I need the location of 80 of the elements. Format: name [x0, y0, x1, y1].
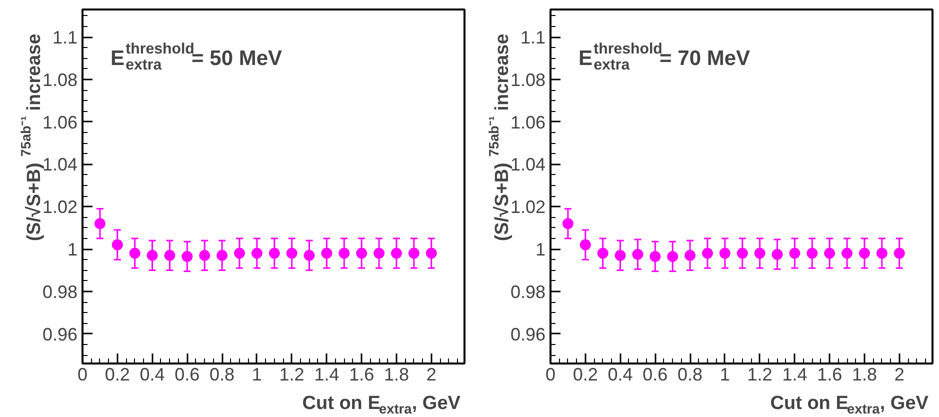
x-tick-label: 1 [252, 364, 262, 384]
point [390, 248, 402, 259]
x-tick-label: 1.4 [782, 364, 808, 384]
x-tick-label: 0 [77, 364, 88, 384]
point [356, 248, 368, 259]
point [719, 248, 730, 259]
y-tick-label: 1.02 [510, 197, 546, 218]
x-tick-label: 0 [545, 364, 556, 384]
x-tick-label: 0.2 [572, 364, 598, 384]
point [182, 250, 193, 262]
point [426, 248, 437, 259]
x-tick-label: 0.6 [642, 364, 668, 384]
y-axis-title: (S/√S+B)75ab⁻¹ increase [486, 34, 513, 242]
x-tick-label: 1.4 [314, 364, 340, 384]
point [597, 248, 608, 259]
y-tick-label: 0.96 [42, 324, 78, 344]
x-tick-label: 1.8 [384, 364, 409, 384]
x-tick-label: 1.8 [852, 364, 877, 384]
x-tick-label: 1.2 [747, 364, 772, 384]
x-tick-label: 0.8 [210, 364, 235, 384]
point [736, 248, 748, 259]
point [199, 250, 210, 261]
x-tick-label: 0.2 [104, 364, 130, 384]
x-tick-label: 2 [894, 364, 904, 384]
point [684, 250, 696, 261]
y-tick-label: 0.96 [510, 324, 546, 344]
y-tick-label: 1.1 [52, 28, 78, 48]
x-tick-label: 0.4 [608, 364, 633, 384]
x-tick-label: 0.8 [678, 364, 703, 384]
point [112, 239, 123, 250]
point [268, 248, 280, 259]
point [408, 248, 420, 259]
point [806, 248, 818, 259]
point [338, 248, 350, 259]
point [614, 250, 626, 261]
y-tick-label: 1 [67, 240, 78, 260]
point [858, 248, 870, 259]
x-tick-label: 1.6 [817, 364, 842, 384]
y-tick-label: 1 [535, 240, 546, 260]
point [667, 250, 678, 262]
point [702, 248, 713, 259]
y-axis-title: (S/√S+B)75ab⁻¹ increase [18, 34, 45, 242]
point [824, 248, 836, 259]
point [129, 248, 140, 259]
point [632, 248, 644, 260]
point [216, 250, 228, 261]
y-tick-label: 1.1 [520, 28, 546, 48]
point [580, 239, 591, 250]
x-tick-label: 1 [720, 364, 730, 384]
point [321, 248, 332, 259]
y-tick-label: 0.98 [42, 282, 78, 302]
x-tick-label: 1.6 [349, 364, 374, 384]
point [876, 248, 888, 259]
y-tick-label: 1.06 [510, 112, 546, 132]
point [164, 250, 176, 261]
y-tick-label: 1.08 [510, 70, 546, 90]
y-tick-label: 1.02 [42, 197, 78, 218]
x-tick-label: 0.4 [140, 364, 165, 384]
x-tick-label: 0.6 [174, 364, 200, 384]
point [894, 248, 905, 259]
point [234, 248, 245, 259]
y-tick-label: 1.08 [42, 70, 78, 90]
y-tick-label: 1.04 [42, 154, 78, 175]
point [94, 218, 106, 230]
point [650, 250, 661, 262]
point [286, 248, 298, 259]
y-tick-label: 0.98 [510, 282, 546, 302]
point [754, 248, 766, 259]
point [842, 248, 853, 259]
point [146, 250, 158, 261]
point [374, 248, 385, 259]
x-tick-label: 1.2 [279, 364, 304, 384]
x-tick-label: 2 [426, 364, 436, 384]
point [562, 218, 574, 230]
point [251, 248, 262, 259]
point [772, 248, 783, 260]
y-tick-label: 1.04 [510, 154, 546, 175]
point [304, 250, 315, 261]
point [789, 248, 800, 259]
y-tick-label: 1.06 [42, 112, 78, 132]
